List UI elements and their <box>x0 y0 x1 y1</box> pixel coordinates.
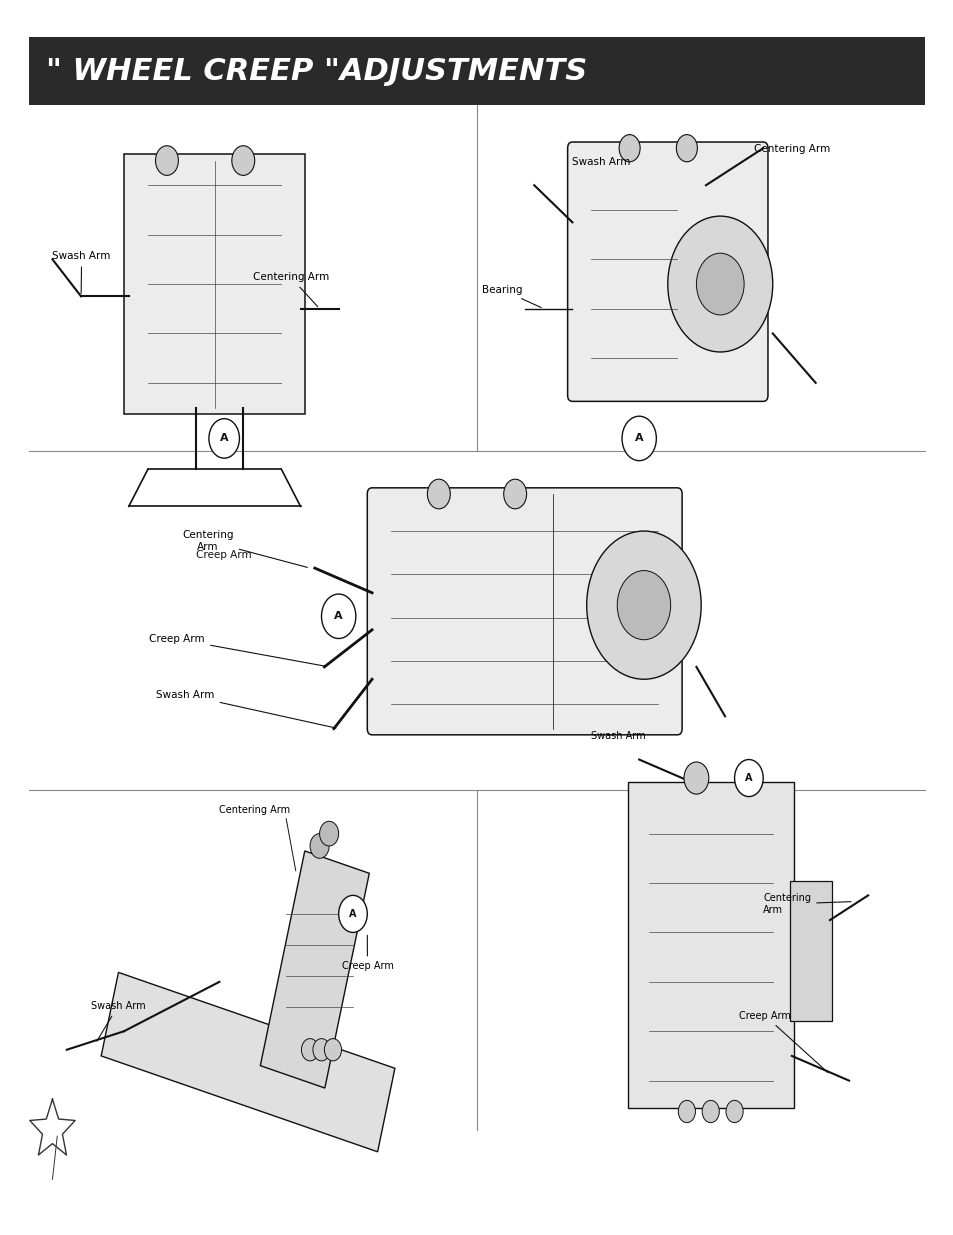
FancyBboxPatch shape <box>567 142 767 401</box>
Circle shape <box>678 1100 695 1123</box>
Text: Creep Arm: Creep Arm <box>196 550 252 559</box>
Text: Centering
Arm: Centering Arm <box>762 893 850 915</box>
Circle shape <box>310 834 329 858</box>
Text: Centering
Arm: Centering Arm <box>182 530 307 567</box>
Circle shape <box>683 762 708 794</box>
Circle shape <box>696 253 743 315</box>
Text: A: A <box>334 611 343 621</box>
Text: Creep Arm: Creep Arm <box>739 1011 827 1072</box>
Text: Swash Arm: Swash Arm <box>91 1002 145 1041</box>
Text: Centering Arm: Centering Arm <box>219 805 291 815</box>
Text: Swash Arm: Swash Arm <box>52 252 111 294</box>
Circle shape <box>427 479 450 509</box>
Circle shape <box>209 419 239 458</box>
Text: A: A <box>349 909 356 919</box>
Circle shape <box>586 531 700 679</box>
FancyBboxPatch shape <box>367 488 681 735</box>
FancyBboxPatch shape <box>124 154 305 414</box>
Text: A: A <box>634 433 643 443</box>
Polygon shape <box>260 851 369 1088</box>
Text: A: A <box>219 433 229 443</box>
Text: Swash Arm: Swash Arm <box>572 157 630 167</box>
Text: " WHEEL CREEP "ADJUSTMENTS: " WHEEL CREEP "ADJUSTMENTS <box>46 57 586 85</box>
Circle shape <box>621 416 656 461</box>
Text: Swash Arm: Swash Arm <box>156 690 335 729</box>
Circle shape <box>701 1100 719 1123</box>
Text: Centering Arm: Centering Arm <box>253 273 329 306</box>
Text: A: A <box>744 773 752 783</box>
Circle shape <box>232 146 254 175</box>
Text: Creep Arm: Creep Arm <box>341 935 393 972</box>
Polygon shape <box>101 972 395 1152</box>
Text: Swash Arm: Swash Arm <box>591 731 645 741</box>
Circle shape <box>319 821 338 846</box>
Circle shape <box>617 571 670 640</box>
FancyBboxPatch shape <box>29 37 924 105</box>
Circle shape <box>301 1039 318 1061</box>
Circle shape <box>667 216 772 352</box>
Circle shape <box>324 1039 341 1061</box>
Circle shape <box>734 760 762 797</box>
Circle shape <box>676 135 697 162</box>
Circle shape <box>321 594 355 638</box>
Circle shape <box>725 1100 742 1123</box>
FancyBboxPatch shape <box>627 782 793 1108</box>
Text: Centering Arm: Centering Arm <box>753 144 829 154</box>
Circle shape <box>313 1039 330 1061</box>
Circle shape <box>338 895 367 932</box>
Text: Bearing: Bearing <box>481 285 540 308</box>
Circle shape <box>618 135 639 162</box>
FancyBboxPatch shape <box>789 881 831 1021</box>
Circle shape <box>503 479 526 509</box>
Text: Creep Arm: Creep Arm <box>150 635 326 667</box>
Circle shape <box>155 146 178 175</box>
